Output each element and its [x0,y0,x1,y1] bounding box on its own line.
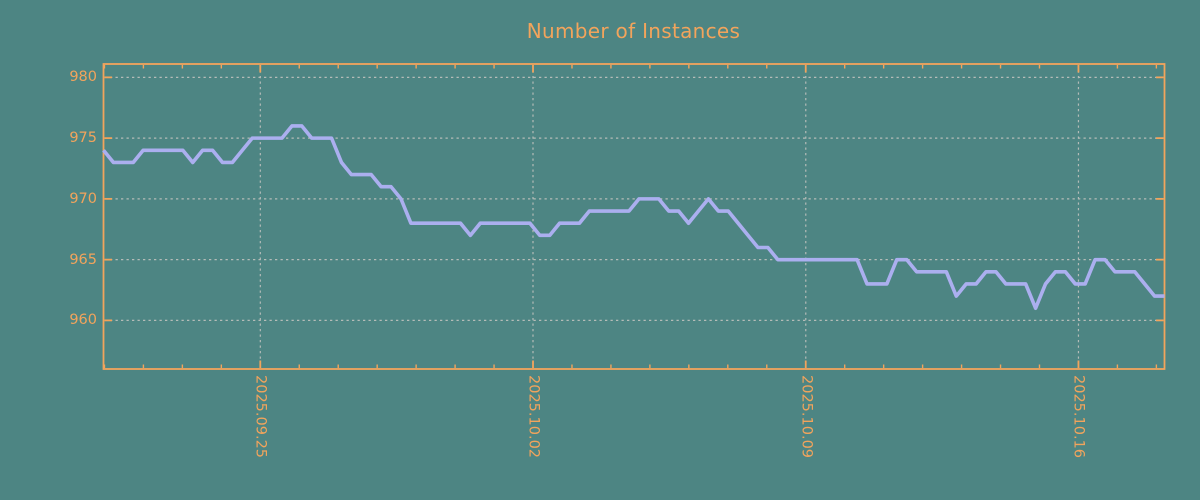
y-tick-label-980: 980 [69,69,97,86]
x-tick-label-2025.10.02: 2025.10.02 [525,375,542,459]
y-tick-label-960: 960 [69,312,97,329]
x-tick-label-2025.10.09: 2025.10.09 [798,375,815,459]
plot-border [102,63,1166,370]
axis-ticks [103,65,1164,368]
chart-title: Number of Instances [526,19,741,43]
grid-lines [104,65,1164,368]
y-tick-label-970: 970 [69,190,97,207]
y-tick-label-975: 975 [69,129,97,146]
y-tick-label-965: 965 [69,251,97,268]
x-tick-label-2025.09.25: 2025.09.25 [252,375,269,459]
x-tick-label-2025.10.16: 2025.10.16 [1070,375,1087,459]
series-line [102,124,1165,311]
